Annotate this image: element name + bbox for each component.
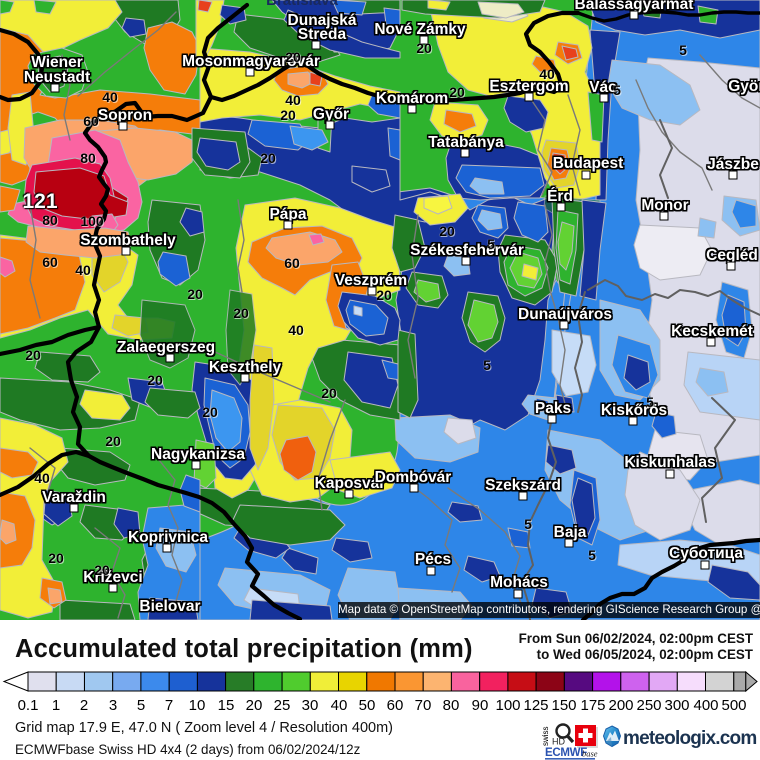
- svg-text:ECMWF: ECMWF: [545, 747, 587, 759]
- svg-text:swiss: swiss: [541, 726, 550, 746]
- svg-text:base: base: [582, 749, 598, 759]
- svg-text:meteologix.com: meteologix.com: [623, 728, 756, 749]
- svg-text:HD: HD: [552, 737, 565, 747]
